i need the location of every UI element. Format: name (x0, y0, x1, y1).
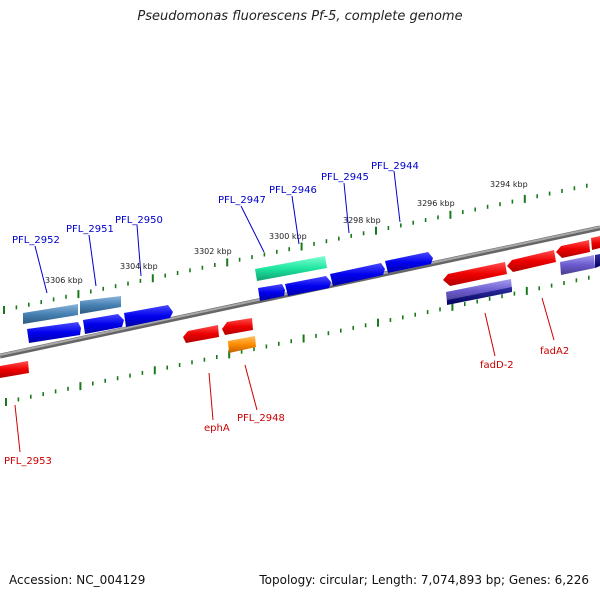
gene-label[interactable]: PFL_2950 (115, 215, 163, 226)
scale-labels: 3306 kbp 3304 kbp 3302 kbp 3300 kbp 3298… (45, 180, 528, 285)
gene-arrow[interactable] (443, 262, 507, 286)
features-forward-genes (27, 252, 433, 343)
scale-label: 3304 kbp (120, 262, 158, 271)
gene-arrow[interactable] (556, 240, 590, 258)
gene-arrow[interactable] (222, 318, 253, 335)
feature-block[interactable] (447, 287, 512, 305)
gene-arrow[interactable] (385, 252, 433, 273)
gene-arrow[interactable] (124, 305, 173, 327)
gene-arrow[interactable] (330, 263, 385, 286)
forward-tick-track (3, 183, 588, 314)
gene-arrow[interactable] (285, 276, 331, 296)
forward-gene-labels: PFL_2952 PFL_2951 PFL_2950 PFL_2947 PFL_… (12, 161, 419, 294)
reverse-tick-track (5, 275, 590, 406)
gene-label[interactable]: fadA2 (540, 346, 569, 357)
gene-label[interactable]: PFL_2945 (321, 172, 369, 183)
gene-arrow[interactable] (591, 236, 600, 250)
feature-block[interactable] (560, 255, 595, 275)
gene-label[interactable]: PFL_2944 (371, 161, 419, 172)
gene-label[interactable]: PFL_2953 (4, 456, 52, 467)
feature-block[interactable] (255, 256, 327, 281)
gene-arrow[interactable] (258, 284, 285, 301)
gene-label[interactable]: ephA (204, 423, 230, 434)
reverse-gene-labels: PFL_2953 ephA PFL_2948 fadD-2 fadA2 (4, 297, 569, 467)
gene-arrow[interactable] (507, 250, 556, 272)
scale-label: 3302 kbp (194, 247, 232, 256)
gene-label[interactable]: PFL_2946 (269, 185, 317, 196)
scale-label: 3294 kbp (490, 180, 528, 189)
features-upper (23, 256, 327, 324)
feature-block[interactable] (80, 296, 121, 314)
map-title: Pseudomonas fluorescens Pf-5, complete g… (137, 9, 463, 24)
gene-label[interactable]: PFL_2951 (66, 224, 114, 235)
gene-arrow[interactable] (83, 314, 124, 334)
scale-label: 3296 kbp (417, 199, 455, 208)
gene-arrow[interactable] (183, 325, 219, 343)
scale-label: 3298 kbp (343, 216, 381, 225)
feature-block[interactable] (23, 304, 78, 324)
features-reverse-genes (0, 236, 600, 378)
gene-label[interactable]: PFL_2947 (218, 195, 266, 206)
feature-block[interactable] (595, 254, 600, 268)
gene-arrow[interactable] (27, 322, 81, 343)
gene-arrow[interactable] (0, 361, 29, 378)
accession-text: Accession: NC_004129 (9, 573, 146, 587)
scale-label: 3306 kbp (45, 276, 83, 285)
genome-summary-text: Topology: circular; Length: 7,074,893 bp… (259, 573, 589, 587)
gene-label[interactable]: PFL_2948 (237, 413, 285, 424)
gene-label[interactable]: PFL_2952 (12, 235, 60, 246)
gene-label[interactable]: fadD-2 (480, 360, 514, 371)
scale-label: 3300 kbp (269, 232, 307, 241)
gene-arrow[interactable] (228, 336, 256, 353)
